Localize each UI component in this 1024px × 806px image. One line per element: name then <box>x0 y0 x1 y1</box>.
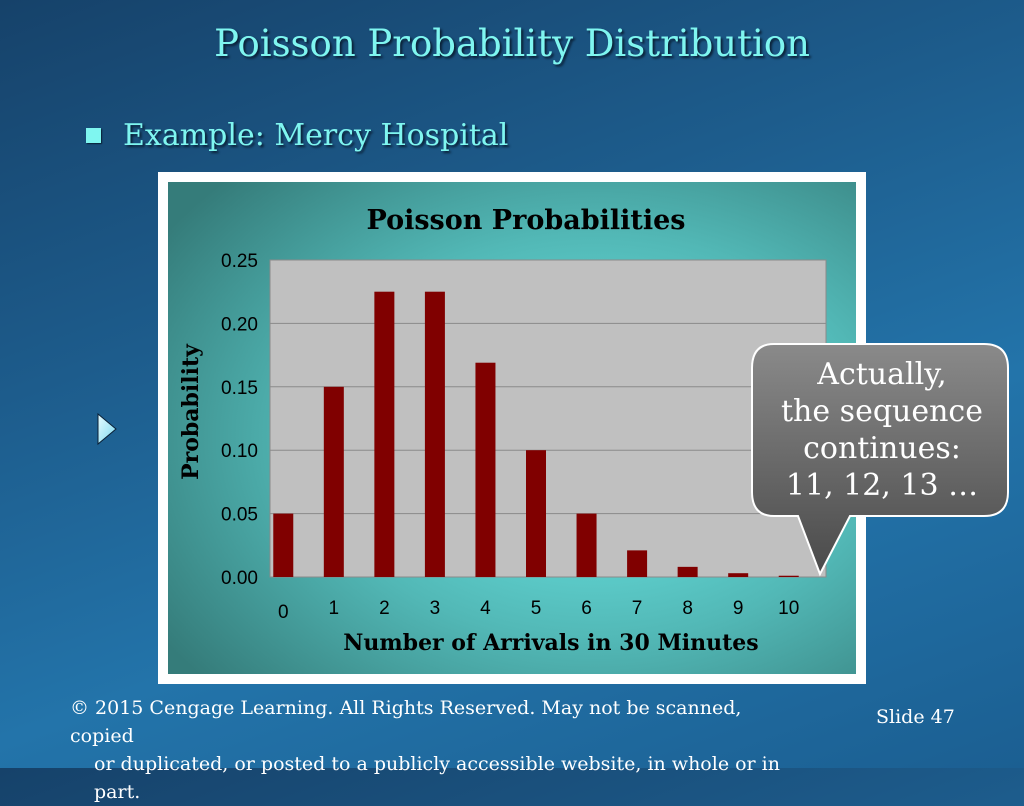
callout-line: the sequence <box>781 394 983 429</box>
callout-text: Actually, the sequence continues: 11, 12… <box>754 356 1010 504</box>
gridlines <box>270 322 826 515</box>
x-tick-label: 2 <box>379 598 390 619</box>
bar <box>677 566 698 577</box>
callout-line: Actually, <box>817 357 947 392</box>
bullet-text: Example: Mercy Hospital <box>123 118 509 153</box>
play-arrow-icon <box>97 412 117 446</box>
bar <box>627 550 648 577</box>
y-tick-labels: 0.00 0.05 0.10 0.15 0.20 0.25 <box>221 251 258 589</box>
x-tick-label: 1 <box>329 598 340 619</box>
bar <box>374 291 395 577</box>
bar <box>526 450 546 577</box>
x-tick-label: 10 <box>778 598 799 619</box>
bar-series <box>273 291 799 577</box>
y-axis-label: Probability <box>178 343 204 480</box>
copyright-line: or duplicated, or posted to a publicly a… <box>94 753 780 803</box>
x-tick-label: 4 <box>480 598 491 619</box>
callout-line: 11, 12, 13 … <box>785 468 979 503</box>
bar <box>778 575 799 577</box>
x-tick-label: 6 <box>581 598 592 619</box>
x-tick-label: 7 <box>632 598 643 619</box>
y-tick-label: 0.00 <box>221 568 258 589</box>
chart-title: Poisson Probabilities <box>367 205 686 236</box>
bar <box>576 513 597 577</box>
x-axis-label: Number of Arrivals in 30 Minutes <box>343 630 758 656</box>
x-tick-label: 5 <box>531 598 542 619</box>
y-tick-label: 0.05 <box>221 505 258 526</box>
y-tick-label: 0.10 <box>221 441 258 462</box>
slide-number: Slide 47 <box>876 706 955 728</box>
bar-chart: 0 1 2 3 4 5 6 7 8 9 10 0.00 0.05 0.10 0.15 0.20 0.25 Po… <box>168 182 856 674</box>
copyright-line: © 2015 Cengage Learning. All Rights Rese… <box>70 697 742 747</box>
bar <box>728 573 749 577</box>
chart-frame: 0 1 2 3 4 5 6 7 8 9 10 0.00 0.05 0.10 0.15 0.20 0.25 Po… <box>158 172 866 684</box>
x-tick-label: 9 <box>733 598 744 619</box>
plot-area <box>269 259 827 578</box>
x-tick-labels: 0 1 2 3 4 5 6 7 8 9 10 <box>278 598 799 623</box>
callout-line: continues: <box>803 431 961 466</box>
y-tick-label: 0.15 <box>221 378 258 399</box>
bar <box>273 513 294 577</box>
bar <box>323 386 344 577</box>
bar <box>475 362 496 577</box>
callout-bubble <box>751 343 1009 577</box>
bullet-item: Example: Mercy Hospital <box>86 118 508 153</box>
square-bullet-icon <box>86 128 101 143</box>
y-tick-label: 0.25 <box>221 251 258 272</box>
y-tick-label: 0.20 <box>221 314 258 335</box>
x-tick-label: 0 <box>278 602 289 623</box>
slide-title: Poisson Probability Distribution <box>214 22 810 65</box>
copyright-notice: © 2015 Cengage Learning. All Rights Rese… <box>70 694 810 806</box>
x-tick-label: 8 <box>682 598 693 619</box>
bar <box>424 291 445 577</box>
x-tick-label: 3 <box>430 598 441 619</box>
